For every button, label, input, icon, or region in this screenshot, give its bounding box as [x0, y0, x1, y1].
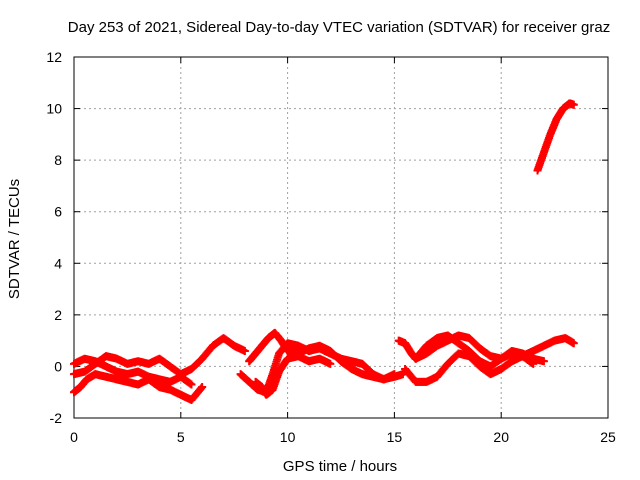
x-tick-label: 20	[493, 429, 509, 445]
x-tick-label: 5	[177, 429, 185, 445]
series-track-9	[411, 331, 538, 371]
data-point	[197, 384, 206, 393]
data-series	[70, 99, 578, 404]
series-track-1	[70, 334, 249, 379]
plot-border	[73, 56, 609, 419]
y-tick-label: 6	[54, 204, 62, 220]
series-track-6	[251, 352, 335, 399]
series-track-10	[533, 99, 578, 175]
y-tick-label: -2	[50, 410, 63, 426]
y-tick-label: 4	[54, 255, 62, 271]
x-tick-label: 25	[600, 429, 616, 445]
chart-title: Day 253 of 2021, Sidereal Day-to-day VTE…	[68, 19, 610, 36]
data-point	[326, 359, 335, 368]
y-tick-label: 2	[54, 307, 62, 323]
data-point	[187, 380, 196, 389]
series-track-5	[245, 328, 407, 384]
data-point	[569, 339, 578, 348]
x-axis-label: GPS time / hours	[283, 458, 397, 475]
data-point	[198, 383, 207, 392]
x-ticks: 0 5 10 15 20 25	[70, 429, 616, 445]
x-tick-label: 0	[70, 429, 78, 445]
grid	[74, 57, 608, 418]
y-tick-label: 8	[54, 152, 62, 168]
y-ticks: -2 0 2 4 6 8 10 12	[46, 49, 62, 426]
y-tick-label: 12	[46, 49, 62, 65]
x-tick-label: 15	[387, 429, 403, 445]
axes	[73, 56, 609, 419]
x-tick-label: 10	[280, 429, 296, 445]
data-point	[569, 100, 578, 109]
y-axis-label: SDTVAR / TECUs	[6, 179, 23, 299]
y-tick-label: 0	[54, 358, 62, 374]
data-point	[529, 359, 538, 368]
data-point	[539, 357, 548, 366]
series-track-3	[70, 354, 196, 389]
y-tick-label: 10	[46, 101, 62, 117]
data-point	[240, 346, 249, 355]
series-track-2	[70, 370, 207, 404]
